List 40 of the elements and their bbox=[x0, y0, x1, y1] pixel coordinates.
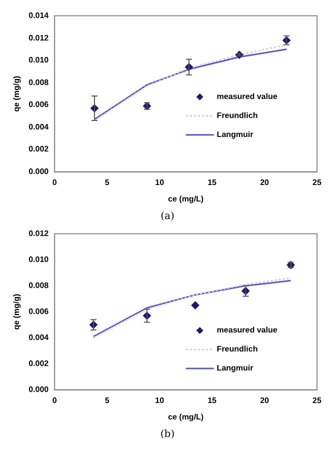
y-tick-label: 0.002 bbox=[28, 359, 50, 368]
legend-label: Freundlich bbox=[216, 344, 258, 354]
x-tick-label: 0 bbox=[52, 396, 58, 405]
x-tick-label: 0 bbox=[52, 178, 58, 187]
y-tick-label: 0.004 bbox=[28, 122, 50, 132]
x-tick-label: 10 bbox=[155, 396, 165, 405]
y-tick-label: 0.010 bbox=[28, 56, 50, 65]
text: (a) bbox=[160, 210, 176, 224]
legend-label: Langmuir bbox=[216, 364, 254, 373]
legend-label: Langmuir bbox=[216, 130, 254, 140]
text: (b) bbox=[159, 428, 176, 442]
legend-label: measured value bbox=[216, 92, 278, 102]
y-tick-label: 0.012 bbox=[28, 33, 50, 42]
y-tick-label: 0.006 bbox=[28, 307, 50, 316]
y-tick-label: 0.008 bbox=[28, 78, 50, 87]
x-tick-label: 25 bbox=[312, 178, 322, 187]
y-tick-label: 0.014 bbox=[28, 11, 50, 20]
point bbox=[191, 301, 200, 310]
x-axis-title: ce (mg/L) bbox=[168, 412, 204, 422]
x-tick-label: 15 bbox=[208, 178, 218, 187]
y-tick-label: 0.008 bbox=[28, 281, 50, 290]
y-tick-label: 0.012 bbox=[28, 229, 50, 238]
legend-label: Freundlich bbox=[216, 111, 258, 120]
y-tick-label: 0.010 bbox=[28, 255, 50, 264]
y-tick-label: 0.006 bbox=[28, 100, 50, 110]
y-tick-label: 0.004 bbox=[28, 333, 50, 342]
x-tick-label: 15 bbox=[208, 396, 218, 405]
y-tick-label: 0.002 bbox=[28, 144, 50, 154]
x-tick-label: 20 bbox=[260, 178, 270, 187]
y-axis-title: qe (mg/g) bbox=[12, 293, 22, 330]
y-axis-title: qe (mg/g) bbox=[12, 75, 22, 112]
x-tick-label: 25 bbox=[312, 396, 322, 405]
x-tick-label: 10 bbox=[155, 178, 165, 187]
x-tick-label: 5 bbox=[104, 178, 110, 187]
x-axis-title: ce (mg/L) bbox=[168, 194, 204, 204]
y-tick-label: 0.000 bbox=[28, 385, 50, 394]
x-tick-label: 20 bbox=[260, 396, 270, 405]
x-tick-label: 5 bbox=[104, 396, 110, 405]
y-tick-label: 0.000 bbox=[28, 167, 50, 176]
legend-label: measured value bbox=[216, 326, 278, 335]
